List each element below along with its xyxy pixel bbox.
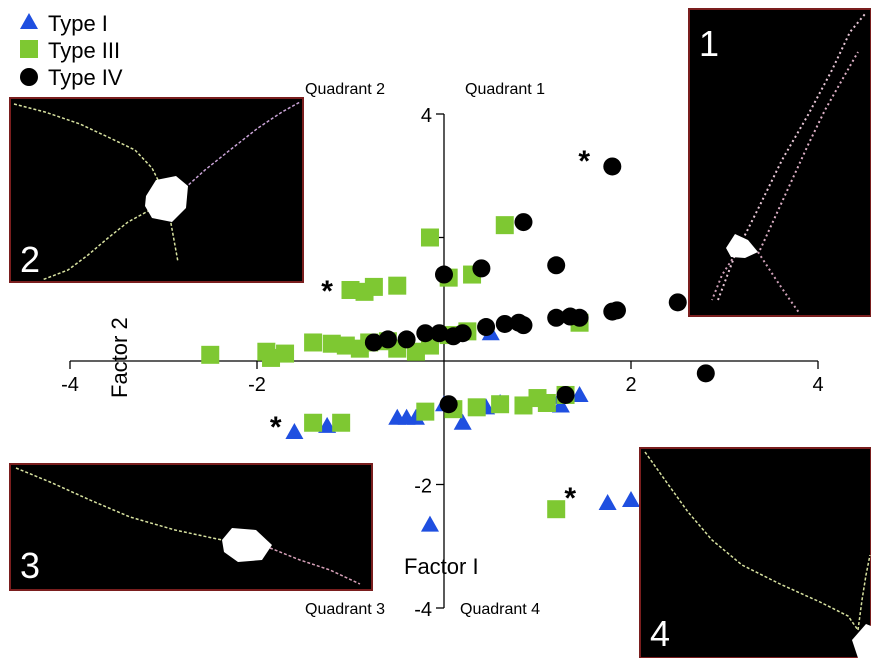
legend-triangle-icon: [20, 13, 38, 29]
point-square: [336, 336, 355, 355]
point-triangle: [622, 490, 640, 507]
point-circle: [416, 324, 435, 343]
point-triangle: [570, 385, 589, 402]
quadrant-1-label: Quadrant 1: [465, 81, 545, 98]
point-circle: [603, 157, 622, 176]
point-square: [332, 413, 351, 432]
asterisk-annotation: *: [564, 482, 576, 515]
x-axis-title: Factor I: [404, 554, 479, 579]
inset-1-micrograph: 1: [688, 8, 871, 317]
x-tick-label: 2: [625, 374, 636, 396]
x-tick-label: 4: [812, 374, 823, 396]
legend: Type I Type III Type IV: [20, 11, 123, 90]
point-square: [406, 342, 425, 361]
point-square: [276, 344, 295, 363]
point-square: [322, 334, 341, 353]
inset-4-micrograph: 4: [639, 447, 871, 658]
point-square: [304, 333, 323, 352]
point-circle: [397, 330, 416, 349]
inset-4-label: 4: [650, 613, 670, 654]
point-triangle: [551, 396, 570, 413]
point-circle: [378, 330, 397, 349]
point-triangle: [453, 413, 472, 430]
y-axis-title: Factor 2: [107, 317, 132, 398]
point-square: [495, 216, 514, 235]
point-circle: [430, 324, 449, 343]
point-square: [388, 276, 407, 295]
point-triangle: [318, 416, 337, 433]
x-tick-label: -2: [248, 374, 266, 396]
point-square: [201, 345, 220, 364]
point-square: [364, 277, 383, 296]
legend-circle-icon: [20, 68, 38, 86]
inset-2-micrograph: 2: [9, 97, 304, 283]
point-square: [491, 395, 510, 414]
point-triangle: [420, 515, 439, 532]
point-circle: [547, 308, 566, 327]
inset-3-label: 3: [20, 545, 40, 586]
legend-label-type-iv: Type IV: [48, 65, 123, 90]
inset-1-label: 1: [699, 23, 719, 64]
asterisk-annotation: *: [321, 275, 333, 308]
point-circle: [696, 364, 715, 383]
point-circle: [547, 256, 566, 275]
point-circle: [435, 265, 453, 284]
y-tick-label: -2: [414, 476, 432, 498]
asterisk-annotation: *: [270, 411, 282, 444]
point-circle: [607, 301, 626, 320]
point-circle: [444, 327, 463, 346]
point-circle: [668, 293, 687, 312]
quadrant-2-label: Quadrant 2: [305, 81, 385, 98]
y-tick-label: -4: [414, 599, 432, 621]
point-circle: [439, 395, 458, 414]
point-square: [304, 413, 323, 432]
point-square: [416, 402, 435, 421]
point-square: [420, 228, 439, 247]
quadrant-4-label: Quadrant 4: [460, 601, 540, 618]
y-tick-label: 4: [421, 105, 432, 127]
point-triangle: [285, 423, 304, 440]
point-square: [537, 393, 556, 412]
inset-2-label: 2: [20, 239, 40, 280]
point-square: [262, 348, 281, 367]
point-square: [467, 398, 486, 417]
series-type-iv: [364, 157, 715, 414]
point-square: [514, 396, 533, 415]
asterisk-annotation: *: [578, 145, 590, 178]
point-triangle: [406, 408, 425, 425]
quadrant-3-label: Quadrant 3: [305, 601, 385, 618]
point-circle: [472, 259, 491, 278]
inset-3-micrograph: 3: [9, 463, 373, 591]
point-circle: [514, 316, 533, 335]
point-circle: [477, 318, 496, 337]
point-circle: [495, 314, 514, 333]
point-circle: [364, 333, 383, 352]
point-circle: [514, 213, 533, 232]
legend-label-type-iii: Type III: [48, 38, 120, 63]
scatter-chart: -4-22442-2-4 ****: [61, 105, 823, 621]
point-triangle: [598, 494, 617, 511]
point-circle: [556, 385, 575, 404]
point-circle: [570, 308, 589, 327]
x-tick-label: -4: [61, 374, 79, 396]
legend-label-type-i: Type I: [48, 11, 108, 36]
legend-square-icon: [20, 40, 38, 58]
point-square: [341, 280, 360, 299]
annotations: * * * *: [270, 145, 591, 515]
data-points: [201, 157, 715, 532]
point-square: [547, 500, 566, 519]
